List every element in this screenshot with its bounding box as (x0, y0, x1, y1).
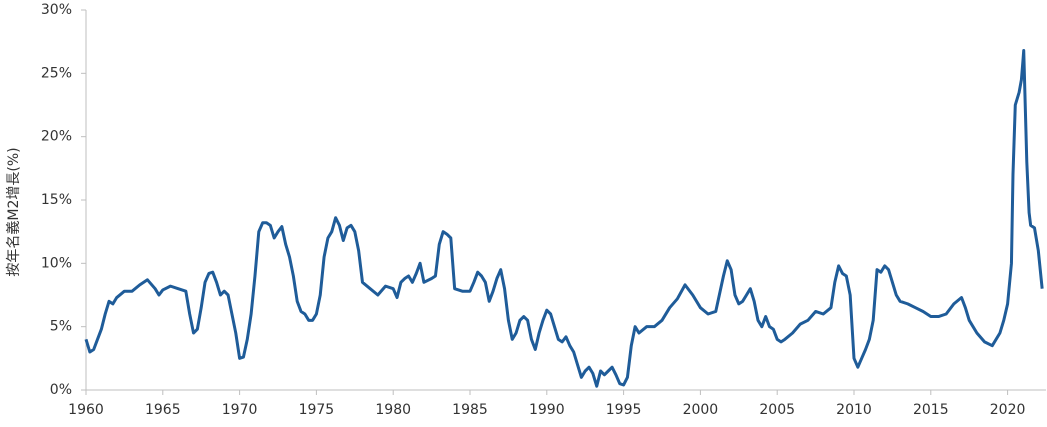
y-tick-label: 15% (41, 192, 72, 208)
data-line (84, 49, 1044, 388)
x-tick-label: 1980 (375, 402, 411, 418)
x-tick-label: 1960 (68, 402, 104, 418)
x-tick-label: 1965 (145, 402, 181, 418)
y-axis-title: 按年名義M2增長(%) (5, 147, 22, 276)
y-tick-label: 25% (41, 65, 72, 81)
y-tick-label: 30% (41, 2, 72, 18)
y-tick-label: 5% (50, 319, 72, 335)
x-tick-label: 2015 (913, 402, 949, 418)
y-tick-label: 20% (41, 129, 72, 145)
x-tick-label: 1985 (452, 402, 488, 418)
x-tick-label: 2020 (990, 402, 1026, 418)
x-tick-label: 1970 (222, 402, 258, 418)
x-tick-label: 1990 (529, 402, 565, 418)
x-tick-label: 1995 (606, 402, 642, 418)
x-tick-label: 1975 (299, 402, 335, 418)
y-tick-label: 10% (41, 255, 72, 271)
x-tick-label: 2000 (683, 402, 719, 418)
y-tick-label: 0% (50, 382, 72, 398)
x-tick-label: 2010 (836, 402, 872, 418)
x-tick-label: 2005 (759, 402, 795, 418)
